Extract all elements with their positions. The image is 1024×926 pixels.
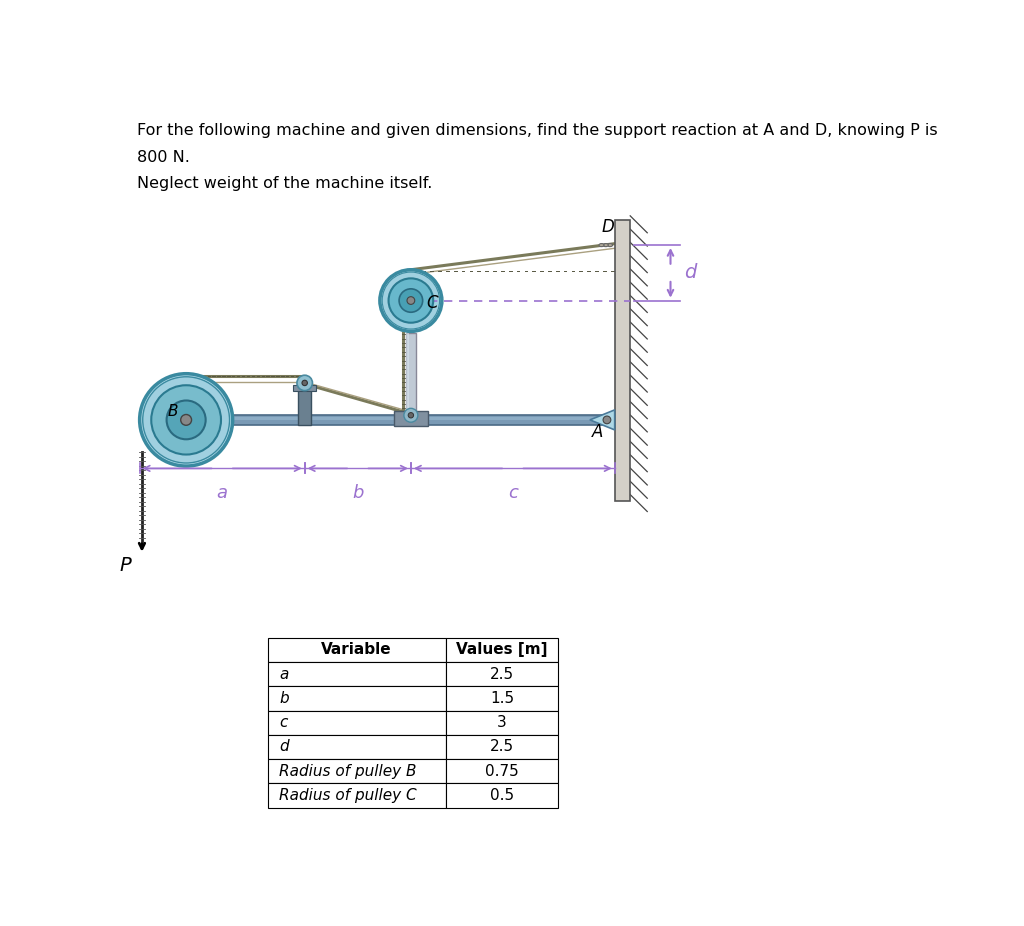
Circle shape <box>382 272 439 329</box>
Bar <box>406 332 409 415</box>
Bar <box>394 410 428 426</box>
Circle shape <box>139 374 232 466</box>
Ellipse shape <box>607 244 612 246</box>
Bar <box>445 735 558 759</box>
Bar <box>406 332 416 415</box>
Circle shape <box>409 413 414 418</box>
Circle shape <box>399 289 423 312</box>
Text: b: b <box>352 483 364 502</box>
Text: 2.5: 2.5 <box>489 667 514 682</box>
Text: c: c <box>508 483 518 502</box>
Text: Neglect weight of the machine itself.: Neglect weight of the machine itself. <box>137 176 433 191</box>
Bar <box>267 783 445 807</box>
Text: A: A <box>592 423 603 441</box>
Bar <box>186 415 614 425</box>
Text: 1.5: 1.5 <box>489 691 514 706</box>
Text: a: a <box>280 667 289 682</box>
Bar <box>445 759 558 783</box>
Text: a: a <box>217 483 227 502</box>
Bar <box>298 387 311 425</box>
Ellipse shape <box>603 244 608 246</box>
Circle shape <box>167 400 206 439</box>
Circle shape <box>152 385 221 455</box>
Circle shape <box>388 279 433 323</box>
Bar <box>445 710 558 735</box>
Text: 2.5: 2.5 <box>489 740 514 755</box>
Circle shape <box>407 296 415 305</box>
Bar <box>445 638 558 662</box>
Bar <box>445 662 558 686</box>
Bar <box>267 638 445 662</box>
Bar <box>267 735 445 759</box>
Circle shape <box>603 416 611 424</box>
Text: Radius of pulley B: Radius of pulley B <box>280 764 417 779</box>
Text: D: D <box>601 218 614 236</box>
Text: Values [m]: Values [m] <box>456 643 548 657</box>
Bar <box>267 662 445 686</box>
Text: C: C <box>426 294 438 312</box>
Bar <box>267 710 445 735</box>
Text: 0.5: 0.5 <box>489 788 514 803</box>
Bar <box>614 219 630 501</box>
Bar <box>293 385 316 391</box>
Text: d: d <box>684 263 696 282</box>
Text: 3: 3 <box>497 715 507 731</box>
Text: Radius of pulley C: Radius of pulley C <box>280 788 417 803</box>
Text: P: P <box>119 557 131 575</box>
Bar <box>186 417 614 419</box>
Bar <box>267 686 445 710</box>
Text: b: b <box>280 691 289 706</box>
Polygon shape <box>590 410 614 430</box>
Circle shape <box>380 269 442 332</box>
Circle shape <box>403 408 418 422</box>
Bar <box>445 686 558 710</box>
Circle shape <box>302 381 307 385</box>
Bar <box>445 783 558 807</box>
Circle shape <box>142 377 229 463</box>
Circle shape <box>180 415 191 425</box>
Text: B: B <box>168 404 178 419</box>
Bar <box>267 759 445 783</box>
Text: c: c <box>280 715 288 731</box>
Circle shape <box>297 375 312 391</box>
Ellipse shape <box>599 244 604 246</box>
Text: d: d <box>280 740 289 755</box>
Text: For the following machine and given dimensions, find the support reaction at A a: For the following machine and given dime… <box>137 123 938 139</box>
Text: Variable: Variable <box>322 643 392 657</box>
Text: 0.75: 0.75 <box>485 764 519 779</box>
Text: 800 N.: 800 N. <box>137 150 190 165</box>
